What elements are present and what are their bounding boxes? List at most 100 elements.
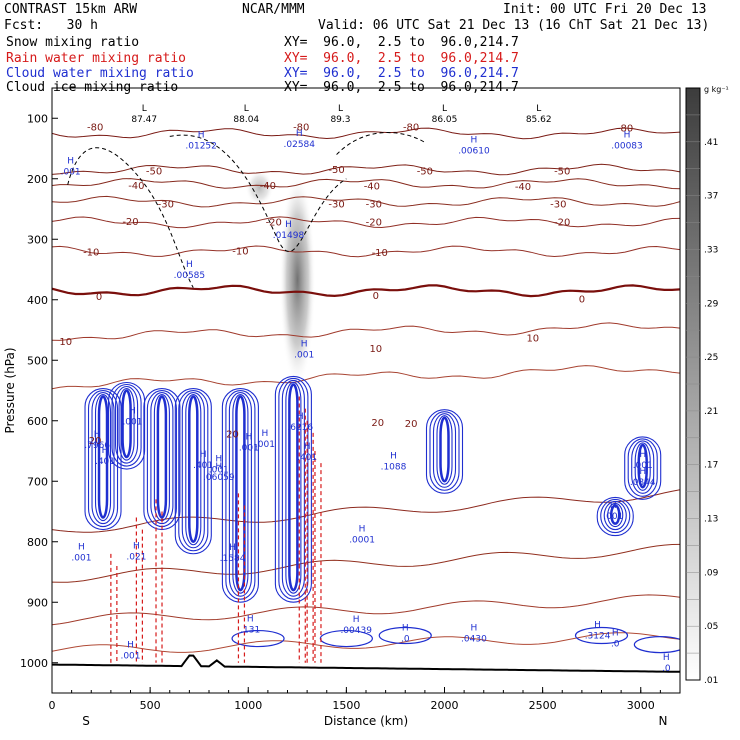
cloud-water-contour — [627, 438, 658, 497]
colorbar-tick-label: .33 — [704, 245, 718, 255]
field-label-rain: Rain water mixing ratio — [6, 51, 187, 66]
extremum-marker: H — [402, 624, 409, 634]
cloud-water-contour — [634, 442, 651, 491]
extremum-marker: H — [471, 135, 478, 145]
extremum-value: .02584 — [284, 140, 316, 150]
isotherm-label: -10 — [232, 247, 248, 258]
cloud-water-contour — [436, 415, 453, 485]
isotherm-label: -20 — [554, 218, 570, 229]
field-label-cloud-water: Cloud water mixing ratio — [6, 66, 194, 81]
isotherm-0 — [52, 284, 680, 298]
isotherm-10 — [52, 322, 680, 341]
isotherm-label: 10 — [59, 337, 72, 348]
extremum-marker: H — [215, 462, 222, 472]
isotherm--40 — [52, 178, 680, 190]
extremum-marker: L — [142, 104, 147, 114]
cloud-water-contour — [429, 411, 460, 491]
cloud-water-contour — [288, 383, 299, 592]
colorbar-tick-label: .21 — [704, 407, 718, 417]
x-tick-label: 3000 — [627, 699, 655, 712]
extremum-marker: H — [612, 629, 619, 639]
cloud-water-contour — [94, 393, 112, 522]
cloud-water-surface — [378, 626, 432, 645]
cloud-water-contour — [235, 395, 246, 592]
extremum-marker: H — [67, 157, 74, 167]
cloud-water-contour — [225, 389, 256, 600]
field-xy-rain: XY= 96.0, 2.5 to 96.0,214.7 — [284, 51, 519, 66]
isotherm--30 — [52, 195, 680, 208]
cloud-water-contour — [232, 393, 249, 594]
extremum-marker: H — [262, 429, 269, 439]
extremum-value: .001 — [255, 440, 275, 450]
isotherm--80 — [52, 127, 680, 140]
extremum-marker: H — [78, 543, 85, 553]
isotherm-label: -40 — [128, 181, 144, 192]
isotherm-label: -10 — [83, 247, 99, 258]
extremum-marker: L — [442, 104, 447, 114]
extremum-value: .0430 — [461, 635, 487, 645]
extremum-value: .0001 — [349, 535, 375, 545]
y-tick-label: 400 — [27, 294, 48, 307]
isotherm-label: -30 — [550, 200, 566, 211]
cloud-water-contour — [432, 413, 457, 488]
extremum-marker: L — [338, 104, 343, 114]
y-tick-label: 1000 — [20, 657, 48, 670]
isotherm-label: -50 — [328, 165, 344, 176]
isotherm-label: 0 — [579, 295, 585, 306]
extremum-marker: L — [244, 104, 249, 114]
extremum-marker: H — [198, 131, 205, 141]
extremum-marker: H — [215, 454, 222, 464]
extremum-value: .0 — [662, 664, 671, 674]
y-axis-label: Pressure (hPa) — [3, 347, 17, 433]
snow-shading — [279, 172, 316, 388]
cloud-water-contour — [285, 381, 302, 594]
cloud-water-contour — [115, 385, 139, 464]
colorbar-unit: g kg⁻¹ — [704, 85, 729, 94]
cloud-water-contour — [111, 383, 142, 467]
cloud-water-contour — [185, 393, 202, 546]
extremum-marker: H — [471, 624, 478, 634]
extremum-value: .021 — [126, 552, 146, 562]
extremum-value: .001 — [120, 652, 140, 662]
field-label-snow: Snow mixing ratio — [6, 35, 140, 50]
isotherm-label: -80 — [87, 123, 103, 134]
y-tick-label: 700 — [27, 475, 48, 488]
cloud-water-contour — [624, 436, 662, 500]
cloud-water-contour — [121, 389, 132, 459]
extremum-value: .001 — [239, 444, 259, 454]
extremum-marker: H — [296, 129, 303, 139]
extremum-value: .131 — [240, 626, 260, 636]
x-axis-label: Distance (km) — [324, 714, 408, 728]
y-tick-label: 800 — [27, 536, 48, 549]
field-xy-snow: XY= 96.0, 2.5 to 96.0,214.7 — [284, 35, 519, 50]
cloud-water-contour — [439, 416, 450, 483]
isotherm-label: 20 — [226, 429, 239, 440]
terrain-line — [52, 654, 680, 673]
extremum-marker: H — [245, 433, 252, 443]
y-tick-label: 900 — [27, 596, 48, 609]
colorbar-tick-label: .13 — [704, 515, 718, 525]
cloud-water-contour — [278, 377, 309, 600]
cloud-water-contour — [156, 395, 168, 519]
isotherm-label: 0 — [373, 291, 379, 302]
y-tick-label: 200 — [27, 173, 48, 186]
cloud-water-contour — [281, 379, 305, 597]
extremum-value: .00585 — [174, 271, 206, 281]
extremum-value: .001 — [122, 418, 142, 428]
extremum-value: 88.04 — [233, 115, 259, 125]
isotherm-label: 10 — [526, 333, 539, 344]
isotherm-label: -50 — [417, 166, 433, 177]
extremum-marker: H — [301, 339, 308, 349]
x-tick-label: 2500 — [529, 699, 557, 712]
south-label: S — [82, 714, 90, 728]
y-tick-label: 300 — [27, 233, 48, 246]
x-tick-label: 1500 — [332, 699, 360, 712]
isotherm-20 — [52, 365, 680, 390]
isotherm-label: -40 — [260, 181, 276, 192]
extremum-value: .06059 — [203, 473, 235, 483]
extremum-value: .01498 — [273, 231, 305, 241]
cloud-water-contour — [97, 395, 109, 519]
extremum-value: 89.3 — [330, 115, 350, 125]
extremum-marker: H — [127, 641, 134, 651]
